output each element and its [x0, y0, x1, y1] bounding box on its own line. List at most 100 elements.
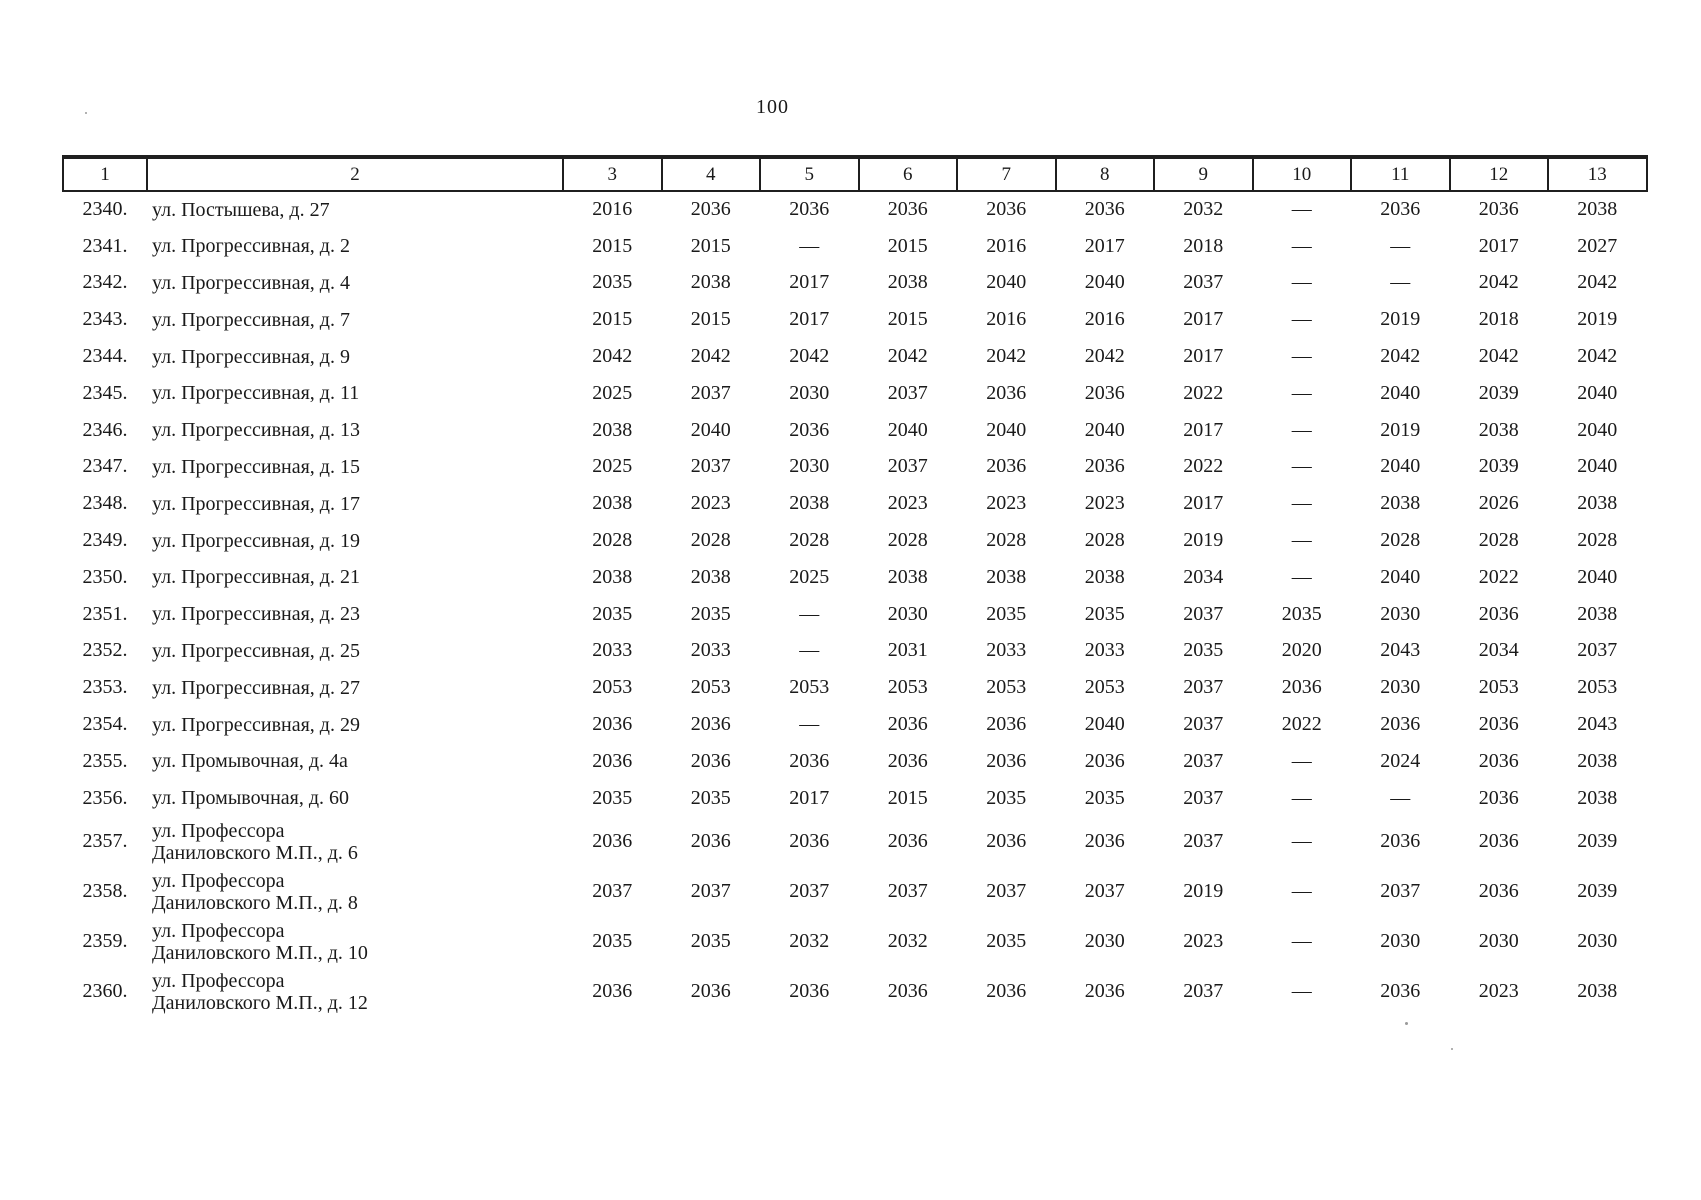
address-cell: ул. Прогрессивная, д. 7 — [147, 301, 563, 338]
value-cell: 2015 — [592, 234, 633, 257]
value-cell: 2017 — [789, 786, 830, 809]
value-cell: — — [1291, 980, 1312, 1003]
value-cell: 2040 — [1380, 381, 1421, 404]
value-cell: 2043 — [1577, 713, 1618, 736]
value-cell: 2038 — [1577, 749, 1618, 772]
value-cell: — — [1291, 308, 1312, 331]
table-row: 2343. ул. Прогрессивная, д. 7 2015 2015 2017… — [63, 301, 1647, 338]
value-cell: 2040 — [1577, 418, 1618, 441]
value-cell: 2039 — [1478, 381, 1519, 404]
value-cell: 2042 — [1577, 345, 1618, 368]
value-cell: 2032 — [789, 930, 830, 953]
value-cell: 2038 — [887, 271, 928, 294]
value-cell: 2053 — [1084, 676, 1125, 699]
header-cell-8: 8 — [1054, 155, 1155, 192]
value-cell: 2036 — [1478, 602, 1519, 625]
value-cell: 2027 — [1577, 234, 1618, 257]
value-cell: 2036 — [986, 381, 1027, 404]
value-cell: 2036 — [887, 198, 928, 221]
address-cell: ул. Прогрессивная, д. 11 — [147, 375, 563, 412]
header-cell-6: 6 — [857, 155, 958, 192]
address-line-1: ул. Прогрессивная, д. 25 — [152, 639, 360, 662]
value-cell: 2023 — [1183, 930, 1224, 953]
value-cell: 2028 — [1577, 529, 1618, 552]
value-cell: 2032 — [1183, 198, 1224, 221]
table-row: 2342. ул. Прогрессивная, д. 4 2035 2038 2017… — [63, 265, 1647, 302]
value-cell: 2035 — [592, 930, 633, 953]
value-cell: 2019 — [1577, 308, 1618, 331]
value-cell: 2036 — [592, 713, 633, 736]
address-line-2: Даниловского М.П., д. 12 — [152, 991, 368, 1014]
value-cell: 2017 — [1183, 345, 1224, 368]
value-cell: 2017 — [1084, 234, 1125, 257]
value-cell: 2035 — [690, 786, 731, 809]
value-cell: 2032 — [887, 930, 928, 953]
value-cell: 2030 — [1577, 930, 1618, 953]
value-cell: 2034 — [1478, 639, 1519, 662]
address-line-2: Даниловского М.П., д. 10 — [152, 941, 368, 964]
row-number-cell: 2346. — [82, 418, 128, 441]
value-cell: — — [1291, 234, 1312, 257]
value-cell: 2037 — [592, 880, 633, 903]
value-cell: 2015 — [887, 234, 928, 257]
header-cell-4: 4 — [660, 155, 761, 192]
header-cell-5: 5 — [759, 155, 860, 192]
address-cell: ул. Прогрессивная, д. 13 — [147, 412, 563, 449]
value-cell: 2036 — [986, 980, 1027, 1003]
value-cell: 2038 — [690, 565, 731, 588]
table-row: 2351. ул. Прогрессивная, д. 23 2035 2035 — 20… — [63, 596, 1647, 633]
value-cell: 2042 — [690, 345, 731, 368]
value-cell: 2039 — [1478, 455, 1519, 478]
value-cell: 2036 — [1084, 980, 1125, 1003]
header-cell-3: 3 — [562, 155, 663, 192]
value-cell: 2019 — [1380, 418, 1421, 441]
value-cell: 2037 — [986, 880, 1027, 903]
value-cell: 2037 — [1183, 830, 1224, 853]
value-cell: 2042 — [1577, 271, 1618, 294]
value-cell: 2035 — [690, 930, 731, 953]
value-cell: 2042 — [1478, 271, 1519, 294]
value-cell: 2035 — [1183, 639, 1224, 662]
value-cell: 2036 — [1084, 455, 1125, 478]
scan-speck — [1451, 1048, 1453, 1050]
value-cell: 2038 — [592, 492, 633, 515]
value-cell: 2017 — [789, 271, 830, 294]
row-number-cell: 2350. — [82, 565, 128, 588]
value-cell: 2038 — [1478, 418, 1519, 441]
value-cell: 2036 — [789, 749, 830, 772]
value-cell: 2036 — [986, 713, 1027, 736]
address-cell: ул. Прогрессивная, д. 19 — [147, 522, 563, 559]
value-cell: 2036 — [690, 980, 731, 1003]
table-row: 2344. ул. Прогрессивная, д. 9 2042 2042 2042… — [63, 338, 1647, 375]
address-line-2: Даниловского М.П., д. 6 — [152, 841, 358, 864]
table-row: 2341. ул. Прогрессивная, д. 2 2015 2015 — 201… — [63, 228, 1647, 265]
value-cell: 2028 — [592, 529, 633, 552]
value-cell: 2036 — [1478, 749, 1519, 772]
table-row: 2354. ул. Прогрессивная, д. 29 2036 2036 — 20… — [63, 706, 1647, 743]
value-cell: 2030 — [1380, 602, 1421, 625]
value-cell: 2036 — [789, 980, 830, 1003]
value-cell: 2019 — [1183, 880, 1224, 903]
row-number-cell: 2355. — [82, 749, 128, 772]
value-cell: 2038 — [1380, 492, 1421, 515]
row-number-cell: 2351. — [82, 602, 128, 625]
address-cell: ул. Прогрессивная, д. 21 — [147, 559, 563, 596]
value-cell: 2036 — [1478, 830, 1519, 853]
value-cell: 2025 — [592, 455, 633, 478]
value-cell: 2038 — [1577, 980, 1618, 1003]
value-cell: — — [799, 602, 820, 625]
address-line-1: ул. Прогрессивная, д. 7 — [152, 308, 350, 331]
value-cell: 2036 — [887, 830, 928, 853]
value-cell: 2036 — [986, 749, 1027, 772]
row-number-cell: 2349. — [82, 529, 128, 552]
value-cell: 2038 — [592, 418, 633, 441]
value-cell: 2018 — [1183, 234, 1224, 257]
value-cell: 2036 — [1478, 713, 1519, 736]
value-cell: 2037 — [1084, 880, 1125, 903]
value-cell: — — [1291, 271, 1312, 294]
value-cell: 2036 — [1084, 830, 1125, 853]
address-line-1: ул. Прогрессивная, д. 27 — [152, 676, 360, 699]
value-cell: 2017 — [1183, 308, 1224, 331]
address-line-1: ул. Прогрессивная, д. 9 — [152, 345, 350, 368]
value-cell: 2016 — [1084, 308, 1125, 331]
